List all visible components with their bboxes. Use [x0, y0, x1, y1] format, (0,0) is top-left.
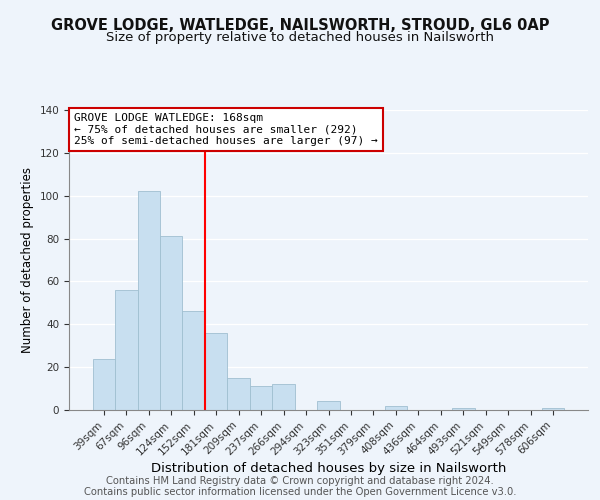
Text: Contains HM Land Registry data © Crown copyright and database right 2024.: Contains HM Land Registry data © Crown c… — [106, 476, 494, 486]
Y-axis label: Number of detached properties: Number of detached properties — [21, 167, 34, 353]
Bar — [182, 312, 205, 410]
Bar — [542, 408, 565, 410]
Text: GROVE LODGE WATLEDGE: 168sqm
← 75% of detached houses are smaller (292)
25% of s: GROVE LODGE WATLEDGE: 168sqm ← 75% of de… — [74, 113, 378, 146]
Text: Size of property relative to detached houses in Nailsworth: Size of property relative to detached ho… — [106, 31, 494, 44]
Bar — [452, 408, 475, 410]
Bar — [250, 386, 272, 410]
Bar — [385, 406, 407, 410]
Bar — [137, 192, 160, 410]
Bar — [317, 402, 340, 410]
Text: GROVE LODGE, WATLEDGE, NAILSWORTH, STROUD, GL6 0AP: GROVE LODGE, WATLEDGE, NAILSWORTH, STROU… — [51, 18, 549, 32]
Bar — [92, 358, 115, 410]
Bar — [227, 378, 250, 410]
Bar — [272, 384, 295, 410]
Text: Contains public sector information licensed under the Open Government Licence v3: Contains public sector information licen… — [84, 487, 516, 497]
Bar — [115, 290, 137, 410]
Bar — [160, 236, 182, 410]
Bar — [205, 333, 227, 410]
X-axis label: Distribution of detached houses by size in Nailsworth: Distribution of detached houses by size … — [151, 462, 506, 475]
